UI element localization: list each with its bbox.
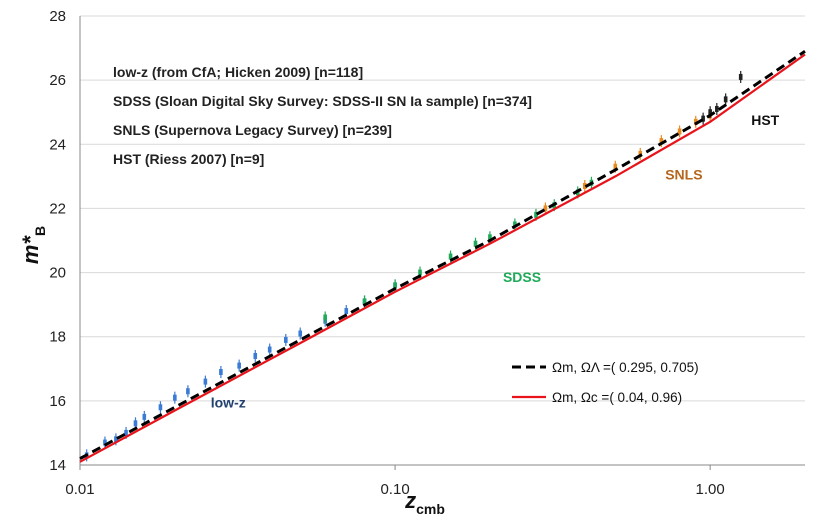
legend-label: Ωm, Ωc =( 0.04, 0.96) (552, 390, 682, 405)
dataset-note: low-z (from CfA; Hicken 2009) [n=118] (113, 64, 363, 80)
data-point-hst (723, 93, 728, 106)
data-point-hst (701, 112, 705, 125)
point-marker (677, 128, 682, 135)
point-marker (186, 388, 190, 395)
data-point-sdss (323, 311, 327, 324)
dataset-note: HST (Riess 2007) [n=9] (113, 151, 264, 167)
point-marker (659, 138, 664, 145)
data-point-low-z (298, 327, 303, 340)
point-marker (114, 436, 118, 443)
point-marker (142, 413, 147, 420)
point-marker (738, 73, 743, 80)
model-curves (79, 50, 806, 463)
annotation-low-z: low-z (211, 394, 246, 410)
annotation-snls: SNLS (665, 167, 702, 183)
y-axis-title-main: m* (18, 235, 43, 265)
point-marker (323, 314, 327, 321)
point-marker (708, 109, 712, 116)
point-marker (488, 234, 492, 241)
x-tick-label: 0.10 (380, 481, 409, 498)
point-marker (473, 240, 478, 247)
point-marker (237, 362, 241, 369)
point-marker (158, 404, 163, 411)
data-point-low-z (267, 343, 272, 356)
point-marker (613, 163, 618, 170)
data-point-hst (738, 70, 743, 83)
tick-labels: 14 16 18 20 22 24 26 28 0.01 0.10 1.00 (49, 8, 724, 498)
y-tick-label: 26 (49, 72, 66, 89)
data-point-low-z (173, 391, 177, 404)
point-marker (124, 429, 128, 436)
lcdm-model-curve (79, 50, 806, 460)
legend: Ωm, ΩΛ =( 0.295, 0.705) Ωm, Ωc =( 0.04, 0… (512, 360, 699, 405)
point-marker (284, 336, 288, 343)
point-marker (418, 269, 422, 276)
point-marker (133, 420, 138, 427)
x-axis-title-sub: cmb (416, 501, 445, 517)
point-marker (267, 346, 272, 353)
point-marker (513, 221, 517, 228)
y-tick-label: 20 (49, 265, 66, 282)
point-marker (203, 378, 208, 385)
y-tick-label: 28 (49, 8, 66, 25)
y-tick-label: 18 (49, 329, 66, 346)
alt-model-curve (79, 53, 806, 463)
x-axis-title-main: z (404, 488, 416, 513)
legend-label: Ωm, ΩΛ =( 0.295, 0.705) (552, 360, 699, 375)
point-marker (534, 211, 538, 218)
data-point-low-z (219, 365, 223, 378)
point-marker (298, 330, 303, 337)
annotation-hst: HST (751, 112, 779, 128)
x-axis-title: zcmb (404, 488, 445, 517)
data-point-low-z (284, 333, 288, 346)
x-tick-label: 1.00 (696, 481, 725, 498)
dataset-note: SDSS (Sloan Digital Sky Survey: SDSS-II … (113, 93, 532, 109)
point-marker (582, 182, 587, 189)
data-point-sdss (513, 218, 517, 231)
point-marker (723, 96, 728, 103)
data-point-snls (693, 115, 698, 128)
y-tick-label: 14 (49, 457, 66, 474)
axes (79, 16, 805, 470)
point-marker (448, 253, 453, 260)
data-point-low-z (158, 401, 163, 414)
dataset-note: SNLS (Supernova Legacy Survey) [n=239] (113, 122, 392, 138)
dataset-notes: low-z (from CfA; Hicken 2009) [n=118] SDS… (113, 64, 532, 167)
data-point-low-z (203, 375, 208, 388)
data-point-snls (543, 202, 548, 215)
y-tick-label: 22 (49, 200, 66, 217)
data-point-snls (582, 179, 587, 192)
point-marker (219, 368, 223, 375)
data-point-low-z (186, 385, 190, 398)
y-axis-title-sub: B (32, 226, 48, 236)
data-point-low-z (237, 359, 241, 372)
annotation-sdss: SDSS (503, 269, 541, 285)
series-annotations: low-z SDSS SNLS HST (211, 112, 780, 410)
x-tick-label: 0.01 (65, 481, 94, 498)
y-tick-label: 24 (49, 136, 66, 153)
point-marker (543, 205, 548, 212)
data-point-hst (715, 103, 719, 116)
data-point-snls (677, 125, 682, 138)
point-marker (693, 118, 698, 125)
data-point-low-z (253, 349, 258, 362)
point-marker (701, 115, 705, 122)
point-marker (715, 106, 719, 113)
point-marker (344, 308, 349, 315)
point-marker (362, 298, 367, 305)
y-axis-title: m*B (18, 226, 48, 264)
point-marker (173, 394, 177, 401)
point-marker (253, 352, 258, 359)
y-tick-label: 16 (49, 393, 66, 410)
data-point-low-z (142, 410, 147, 423)
data-point-low-z (103, 436, 107, 449)
point-marker (393, 282, 397, 289)
point-marker (103, 439, 107, 446)
